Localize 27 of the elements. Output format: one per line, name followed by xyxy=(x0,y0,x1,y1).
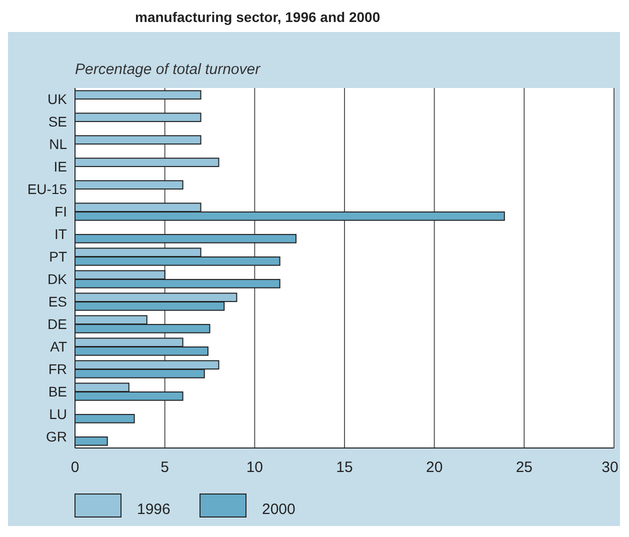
x-tick-label: 25 xyxy=(516,459,533,476)
y-tick-label: DK xyxy=(48,271,68,288)
x-axis-title: Percentage of total turnover xyxy=(75,61,262,78)
x-tick-label: 5 xyxy=(160,459,170,476)
y-tick-label: GR xyxy=(46,428,67,445)
y-tick-label: DE xyxy=(48,316,67,332)
x-tick-label: 20 xyxy=(426,459,443,476)
x-tick-label: 30 xyxy=(602,459,618,476)
y-tick-label: IT xyxy=(54,226,68,242)
y-tick-label: EU-15 xyxy=(27,181,68,198)
x-tick-label: 0 xyxy=(70,459,80,476)
y-tick-label: PT xyxy=(49,248,68,265)
x-tick-label: 10 xyxy=(246,459,264,476)
x-tick-label: 15 xyxy=(336,459,353,476)
y-tick-label: BE xyxy=(48,384,67,400)
legend-label: 2000 xyxy=(262,501,296,518)
y-tick-label: FI xyxy=(54,204,67,220)
legend-label: 1996 xyxy=(137,501,170,518)
y-tick-label: IE xyxy=(54,158,67,175)
y-tick-label: SE xyxy=(48,114,67,130)
y-tick-label: FR xyxy=(48,361,67,378)
y-tick-label: ES xyxy=(48,294,67,310)
chart-title: manufacturing sector, 1996 and 2000 xyxy=(135,9,380,25)
y-tick-label: LU xyxy=(49,406,67,422)
y-tick-label: NL xyxy=(49,136,68,152)
y-tick-label: AT xyxy=(50,338,68,355)
y-tick-label: UK xyxy=(48,91,68,108)
